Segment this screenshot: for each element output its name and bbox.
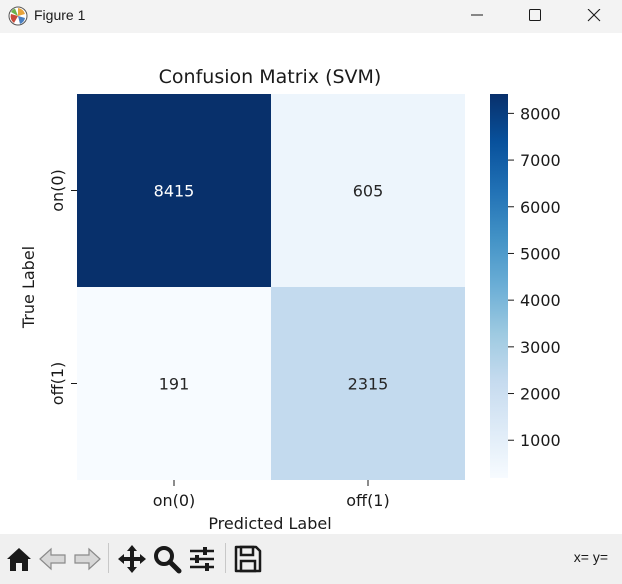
colorbar-tick-label: 2000 — [520, 385, 561, 404]
heatmap-cell — [271, 287, 465, 480]
colorbar-tick-label: 8000 — [520, 104, 561, 123]
minimize-button[interactable] — [454, 0, 500, 33]
navigation-toolbar: x= y= — [0, 534, 622, 584]
colorbar-tick-label: 3000 — [520, 338, 561, 357]
heatmap-cell — [271, 94, 465, 287]
heatmap-cell — [77, 287, 271, 480]
configure-subplots-button[interactable] — [186, 543, 218, 575]
toolbar-separator — [225, 543, 226, 573]
colorbar-tick-label: 1000 — [520, 431, 561, 450]
zoom-button[interactable] — [151, 543, 183, 575]
y-axis-label: True Label — [19, 246, 38, 329]
cursor-coordinates: x= y= — [573, 549, 608, 565]
colorbar-tick-label: 5000 — [520, 244, 561, 263]
x-tick-label: off(1) — [346, 491, 389, 510]
cell-value-label: 8415 — [154, 182, 195, 201]
x-axis-label: Predicted Label — [208, 514, 331, 533]
save-icon — [234, 545, 262, 573]
maximize-icon — [529, 9, 541, 21]
y-axis-ticks: on(0) off(1) — [48, 169, 77, 405]
close-button[interactable] — [571, 0, 617, 33]
figure-canvas[interactable]: Confusion Matrix (SVM) 8415 605 191 2315 on… — [0, 33, 622, 534]
y-tick-label: on(0) — [48, 169, 67, 212]
heatmap-cell — [77, 94, 271, 287]
confusion-matrix-chart: Confusion Matrix (SVM) 8415 605 191 2315 on… — [19, 66, 561, 533]
configure-subplots-icon — [190, 547, 214, 571]
cell-value-label: 2315 — [348, 375, 389, 394]
home-icon — [7, 548, 31, 571]
colorbar-tick-label: 6000 — [520, 198, 561, 217]
home-button[interactable] — [3, 543, 35, 575]
forward-icon — [74, 547, 101, 571]
save-button[interactable] — [232, 543, 264, 575]
x-axis-ticks: on(0) off(1) — [153, 480, 390, 510]
pan-button[interactable] — [116, 543, 148, 575]
back-icon — [39, 547, 66, 571]
colorbar-tick-label: 7000 — [520, 151, 561, 170]
close-icon — [587, 9, 601, 22]
matplotlib-icon — [8, 6, 28, 26]
forward-button[interactable] — [71, 543, 103, 575]
minimize-icon — [471, 14, 483, 16]
colorbar — [490, 94, 508, 478]
cell-value-label: 191 — [159, 375, 190, 394]
window-title: Figure 1 — [34, 7, 86, 23]
back-button[interactable] — [37, 543, 69, 575]
cell-value-label: 605 — [353, 182, 384, 201]
y-tick-label: off(1) — [48, 362, 67, 405]
zoom-icon — [154, 546, 182, 574]
x-tick-label: on(0) — [153, 491, 196, 510]
chart-title: Confusion Matrix (SVM) — [159, 66, 382, 88]
colorbar-ticks: 1000 2000 3000 4000 5000 6000 7000 8000 — [508, 104, 561, 450]
maximize-button[interactable] — [512, 0, 558, 33]
title-bar: Figure 1 — [0, 0, 622, 33]
pan-icon — [118, 545, 146, 573]
heatmap-cells: 8415 605 191 2315 — [77, 94, 465, 480]
toolbar-separator — [108, 543, 109, 573]
colorbar-tick-label: 4000 — [520, 291, 561, 310]
